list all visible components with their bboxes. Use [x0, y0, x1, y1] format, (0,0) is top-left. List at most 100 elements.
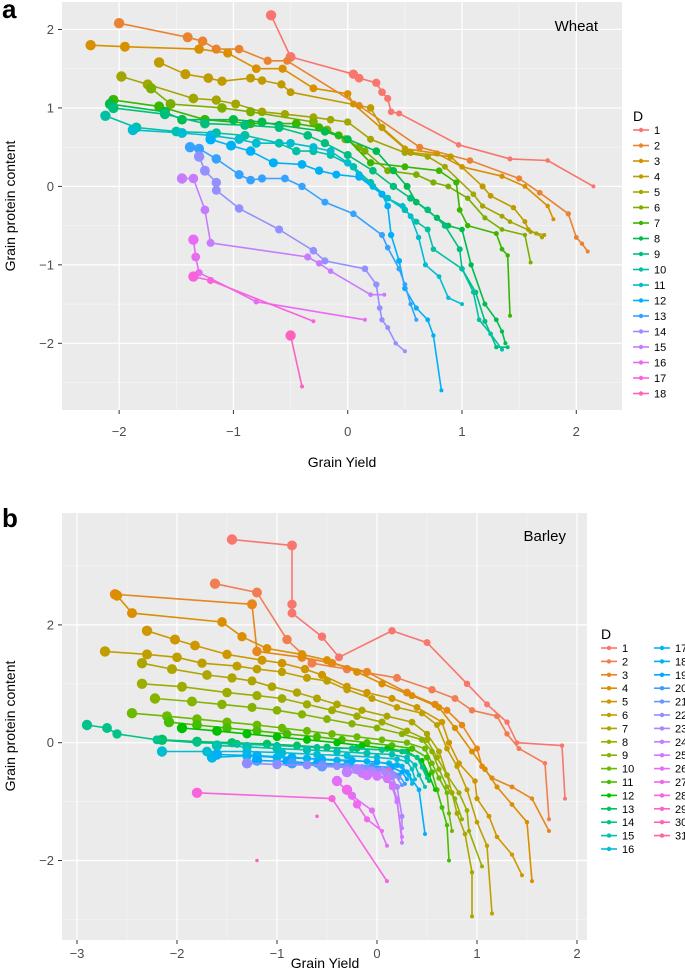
data-point — [348, 720, 356, 728]
legend-label: 7 — [654, 218, 660, 230]
legend-item: 11 — [601, 777, 633, 789]
data-point — [226, 140, 237, 151]
data-point — [297, 710, 307, 719]
series-14 — [81, 719, 429, 780]
data-point — [463, 680, 471, 688]
data-point — [217, 617, 227, 627]
data-point — [113, 18, 125, 29]
data-point — [387, 231, 395, 239]
series-3 — [85, 40, 556, 222]
data-point — [545, 203, 550, 209]
data-point — [187, 696, 197, 707]
legend-label: 11 — [622, 777, 633, 789]
data-point — [415, 234, 422, 241]
legend-label: 14 — [654, 327, 666, 339]
data-point — [343, 150, 352, 160]
data-point — [366, 159, 375, 167]
x-tick-label: 2 — [573, 424, 580, 439]
gridlines — [62, 2, 622, 410]
legend-item: 1 — [633, 125, 660, 137]
data-point — [231, 99, 241, 109]
data-point — [378, 718, 386, 726]
legend-label: 25 — [675, 750, 685, 762]
data-point — [388, 694, 396, 703]
legend-key-point — [638, 282, 644, 288]
data-point — [302, 673, 312, 682]
data-point — [504, 719, 510, 725]
data-point — [188, 271, 199, 282]
data-point — [136, 658, 148, 669]
data-point — [159, 109, 170, 120]
legend-key-point — [638, 127, 644, 133]
legend-item: 8 — [601, 737, 628, 749]
series-line — [104, 650, 493, 914]
data-point — [493, 317, 499, 323]
data-point — [353, 668, 361, 676]
data-point — [464, 195, 471, 201]
y-tick-label: 0 — [47, 735, 54, 750]
data-point — [287, 599, 297, 610]
legend-key-point — [638, 220, 644, 226]
data-point — [510, 204, 517, 211]
series-1 — [226, 534, 567, 801]
legend-label: 7 — [622, 723, 628, 735]
data-point — [234, 44, 244, 54]
data-point — [234, 170, 244, 180]
data-point — [297, 650, 307, 659]
data-point — [509, 784, 515, 790]
y-axis-title: Grain protein content — [2, 661, 18, 792]
series-4 — [153, 57, 547, 237]
data-point — [197, 36, 208, 46]
data-point — [378, 88, 386, 97]
legend-key-point — [659, 659, 665, 664]
data-point — [430, 246, 437, 252]
data-point — [199, 165, 210, 176]
legend-title: D — [633, 108, 643, 124]
data-point — [317, 670, 327, 680]
data-point — [393, 762, 401, 769]
data-point — [507, 156, 513, 162]
legend-item: 4 — [601, 683, 628, 695]
data-point — [192, 720, 202, 730]
data-point — [509, 852, 515, 857]
data-point — [384, 244, 391, 251]
legend-label: 20 — [675, 683, 685, 695]
legend-item: 17 — [633, 373, 666, 385]
series-13 — [184, 142, 419, 322]
data-point — [100, 110, 111, 122]
y-tick-label: 1 — [47, 100, 54, 115]
data-point — [361, 147, 369, 155]
series-11 — [163, 716, 451, 863]
data-point — [529, 796, 535, 801]
data-point — [479, 183, 486, 190]
legend-item: 10 — [601, 764, 634, 776]
data-point — [380, 829, 384, 833]
legend-label: 15 — [622, 831, 634, 843]
data-point — [362, 317, 367, 322]
data-point — [348, 745, 356, 752]
data-point — [206, 238, 215, 247]
data-point — [312, 732, 322, 741]
data-point — [116, 71, 127, 82]
data-point — [211, 740, 223, 751]
data-point — [126, 608, 138, 619]
data-point — [277, 658, 287, 668]
data-point — [413, 703, 421, 711]
data-point — [285, 330, 296, 341]
plot-background — [62, 2, 622, 410]
data-point — [487, 192, 494, 199]
legend-item: 5 — [633, 187, 660, 199]
data-point — [454, 810, 460, 816]
legend-label: 17 — [654, 373, 666, 385]
series-30 — [255, 858, 259, 863]
data-point — [385, 325, 391, 331]
data-point — [309, 143, 318, 152]
data-point — [222, 649, 232, 660]
data-point — [459, 226, 465, 233]
series-29 — [315, 814, 319, 819]
series-4 — [111, 590, 534, 884]
series-line — [118, 22, 589, 252]
data-point — [368, 292, 373, 298]
data-point — [192, 738, 202, 747]
data-point — [509, 802, 515, 807]
